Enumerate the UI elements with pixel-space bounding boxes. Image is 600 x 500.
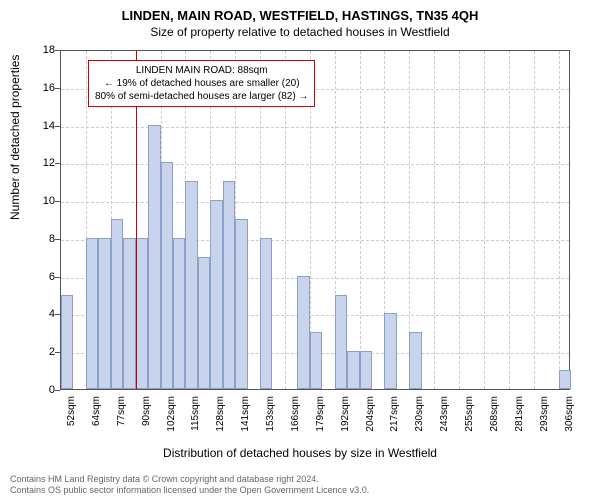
- gridline-horizontal: [61, 202, 569, 203]
- y-tick: [55, 239, 60, 240]
- x-tick-label: 141sqm: [240, 396, 251, 440]
- gridline-vertical: [484, 51, 485, 389]
- histogram-bar: [384, 313, 396, 389]
- x-tick-label: 281sqm: [514, 396, 525, 440]
- x-tick-label: 128sqm: [215, 396, 226, 440]
- x-tick-label: 255sqm: [464, 396, 475, 440]
- gridline-vertical: [559, 51, 560, 389]
- info-box-line: LINDEN MAIN ROAD: 88sqm: [95, 64, 308, 77]
- x-tick-label: 102sqm: [166, 396, 177, 440]
- x-tick-label: 115sqm: [190, 396, 201, 440]
- histogram-bar: [347, 351, 359, 389]
- x-tick-label: 64sqm: [91, 396, 102, 440]
- histogram-bar: [409, 332, 421, 389]
- x-tick-label: 293sqm: [539, 396, 550, 440]
- x-tick-label: 153sqm: [265, 396, 276, 440]
- y-tick-label: 14: [25, 120, 55, 132]
- chart-subtitle: Size of property relative to detached ho…: [0, 23, 600, 39]
- y-axis-label: Number of detached properties: [8, 55, 22, 220]
- y-tick-label: 2: [25, 346, 55, 358]
- histogram-bar: [148, 125, 160, 389]
- x-tick-label: 217sqm: [389, 396, 400, 440]
- histogram-bar: [297, 276, 309, 389]
- y-tick-label: 4: [25, 308, 55, 320]
- y-tick-label: 16: [25, 82, 55, 94]
- histogram-bar: [210, 200, 222, 389]
- y-tick: [55, 277, 60, 278]
- histogram-bar: [559, 370, 571, 389]
- histogram-bar: [235, 219, 247, 389]
- x-tick-label: 77sqm: [116, 396, 127, 440]
- histogram-bar: [136, 238, 148, 389]
- chart-container: { "title": { "main": "LINDEN, MAIN ROAD,…: [0, 0, 600, 500]
- y-tick: [55, 201, 60, 202]
- y-tick: [55, 314, 60, 315]
- chart-title: LINDEN, MAIN ROAD, WESTFIELD, HASTINGS, …: [0, 0, 600, 23]
- info-box-line: ← 19% of detached houses are smaller (20…: [95, 77, 308, 90]
- histogram-bar: [61, 295, 73, 389]
- footer-attribution: Contains HM Land Registry data © Crown c…: [10, 474, 590, 496]
- y-tick: [55, 390, 60, 391]
- histogram-bar: [335, 295, 347, 389]
- histogram-bar: [360, 351, 372, 389]
- histogram-bar: [198, 257, 210, 389]
- footer-line-2: Contains OS public sector information li…: [10, 485, 590, 496]
- y-tick: [55, 163, 60, 164]
- histogram-bar: [310, 332, 322, 389]
- y-tick-label: 10: [25, 195, 55, 207]
- x-tick-label: 204sqm: [365, 396, 376, 440]
- x-tick-label: 243sqm: [439, 396, 450, 440]
- x-tick-label: 179sqm: [315, 396, 326, 440]
- gridline-vertical: [459, 51, 460, 389]
- histogram-bar: [223, 181, 235, 389]
- y-tick: [55, 88, 60, 89]
- x-tick-label: 166sqm: [290, 396, 301, 440]
- gridline-horizontal: [61, 127, 569, 128]
- gridline-vertical: [509, 51, 510, 389]
- gridline-vertical: [434, 51, 435, 389]
- gridline-horizontal: [61, 164, 569, 165]
- y-tick-label: 8: [25, 233, 55, 245]
- y-tick-label: 18: [25, 44, 55, 56]
- x-axis-title: Distribution of detached houses by size …: [0, 446, 600, 460]
- y-tick-label: 6: [25, 271, 55, 283]
- y-tick: [55, 126, 60, 127]
- y-tick: [55, 50, 60, 51]
- info-box-line: 80% of semi-detached houses are larger (…: [95, 90, 308, 103]
- y-tick-label: 12: [25, 157, 55, 169]
- histogram-bar: [123, 238, 135, 389]
- x-tick-label: 90sqm: [141, 396, 152, 440]
- histogram-bar: [111, 219, 123, 389]
- info-box: LINDEN MAIN ROAD: 88sqm← 19% of detached…: [88, 60, 315, 107]
- histogram-bar: [86, 238, 98, 389]
- x-tick-label: 268sqm: [489, 396, 500, 440]
- gridline-vertical: [534, 51, 535, 389]
- footer-line-1: Contains HM Land Registry data © Crown c…: [10, 474, 590, 485]
- histogram-bar: [161, 162, 173, 389]
- y-tick-label: 0: [25, 384, 55, 396]
- histogram-bar: [260, 238, 272, 389]
- x-tick-label: 306sqm: [564, 396, 575, 440]
- histogram-bar: [98, 238, 110, 389]
- histogram-bar: [173, 238, 185, 389]
- x-tick-label: 52sqm: [66, 396, 77, 440]
- histogram-bar: [185, 181, 197, 389]
- y-tick: [55, 352, 60, 353]
- x-tick-label: 192sqm: [340, 396, 351, 440]
- gridline-vertical: [360, 51, 361, 389]
- x-tick-label: 230sqm: [414, 396, 425, 440]
